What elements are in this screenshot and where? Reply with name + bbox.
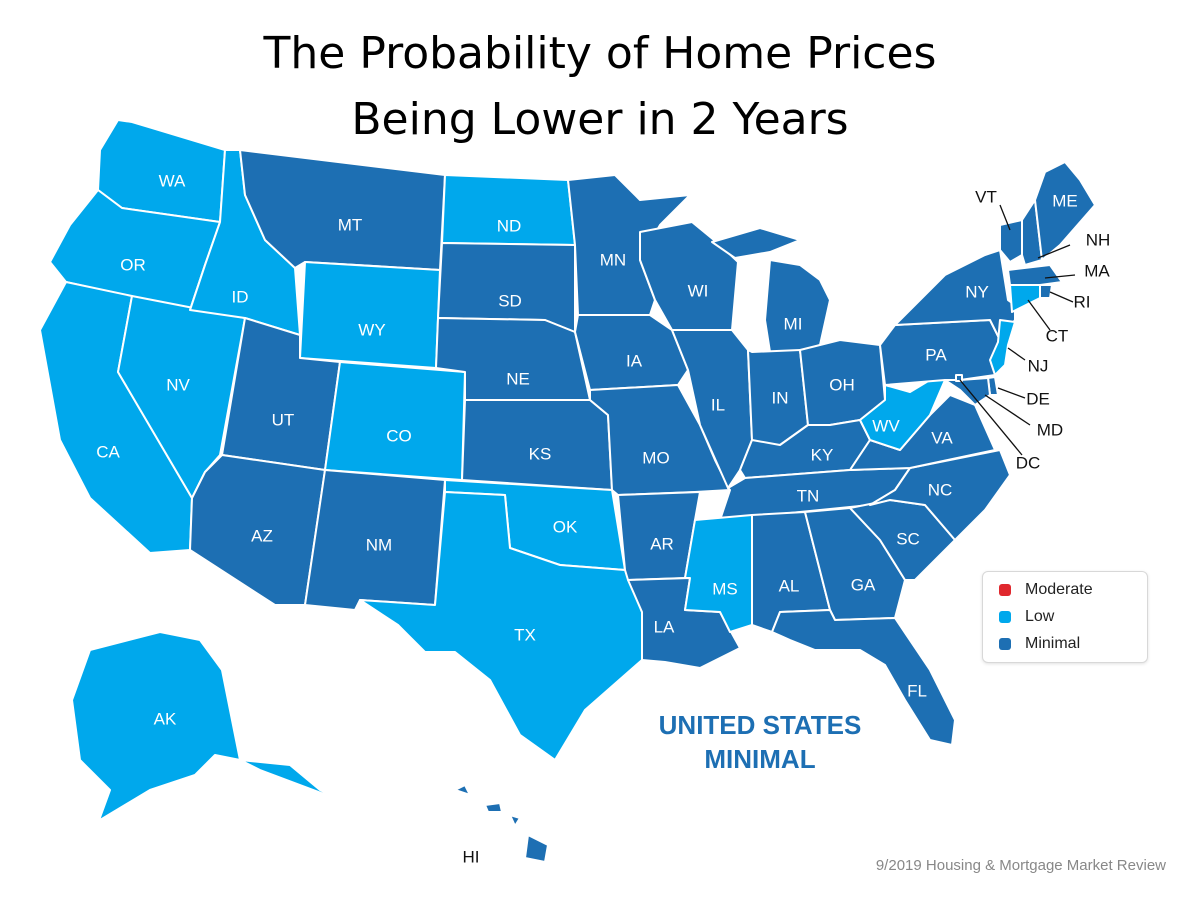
state-VT[interactable]	[999, 219, 1023, 263]
state-label-TX: TX	[514, 625, 536, 644]
state-label-NH: NH	[1086, 230, 1111, 249]
state-label-ME: ME	[1052, 191, 1078, 210]
state-label-IA: IA	[626, 351, 643, 370]
state-ME[interactable]	[1034, 161, 1096, 261]
state-label-AL: AL	[779, 576, 800, 595]
state-label-LA: LA	[654, 617, 675, 636]
state-label-WY: WY	[358, 320, 385, 339]
state-NJ[interactable]	[989, 319, 1016, 376]
us-summary-line-1: UNITED STATES	[658, 710, 862, 740]
state-label-NE: NE	[506, 369, 530, 388]
state-label-WA: WA	[159, 171, 186, 190]
legend-swatch-minimal	[999, 638, 1011, 650]
source-note: 9/2019 Housing & Mortgage Market Review	[875, 857, 1166, 874]
state-label-NV: NV	[166, 375, 190, 394]
legend-item-low: Low	[999, 606, 1054, 628]
state-label-CO: CO	[386, 426, 412, 445]
state-label-KY: KY	[811, 445, 834, 464]
state-label-PA: PA	[925, 345, 947, 364]
state-label-NJ: NJ	[1028, 356, 1049, 375]
state-label-MT: MT	[338, 215, 363, 234]
state-label-NY: NY	[965, 282, 989, 301]
legend-item-minimal: Minimal	[999, 633, 1080, 655]
state-label-HI: HI	[463, 847, 480, 866]
legend-item-moderate: Moderate	[999, 579, 1093, 601]
us-summary-line-2: MINIMAL	[704, 744, 816, 774]
state-label-AK: AK	[154, 709, 177, 728]
state-HI[interactable]	[454, 784, 549, 863]
state-label-KS: KS	[529, 444, 552, 463]
state-label-AZ: AZ	[251, 526, 273, 545]
state-label-OH: OH	[829, 375, 855, 394]
state-label-NM: NM	[366, 535, 392, 554]
state-label-SC: SC	[896, 529, 920, 548]
legend: Moderate Low Minimal	[982, 571, 1148, 663]
legend-label: Low	[1025, 608, 1055, 625]
state-WY[interactable]	[299, 261, 441, 369]
state-AK[interactable]	[71, 631, 341, 846]
state-label-MD: MD	[1037, 420, 1063, 439]
page-title-line-2: Being Lower in 2 Years	[351, 94, 849, 145]
state-label-MA: MA	[1084, 261, 1110, 280]
legend-swatch-low	[999, 611, 1011, 623]
state-NH[interactable]	[1021, 199, 1043, 266]
state-label-ND: ND	[497, 216, 522, 235]
state-label-AR: AR	[650, 534, 674, 553]
state-label-TN: TN	[797, 486, 820, 505]
state-label-DC: DC	[1016, 453, 1041, 472]
state-label-CA: CA	[96, 442, 120, 461]
state-label-GA: GA	[851, 575, 876, 594]
state-label-SD: SD	[498, 291, 522, 310]
state-TX[interactable]	[359, 491, 643, 761]
us-summary: UNITED STATES MINIMAL	[640, 708, 880, 776]
legend-label: Moderate	[1025, 581, 1093, 598]
legend-swatch-moderate	[999, 584, 1011, 596]
state-label-WI: WI	[688, 281, 709, 300]
state-label-MI: MI	[784, 314, 803, 333]
state-label-RI: RI	[1074, 292, 1091, 311]
state-label-OR: OR	[120, 255, 146, 274]
state-label-NC: NC	[928, 480, 953, 499]
state-label-IN: IN	[772, 388, 789, 407]
state-label-MS: MS	[712, 579, 738, 598]
state-label-CT: CT	[1046, 326, 1069, 345]
state-CT[interactable]	[1009, 284, 1041, 313]
state-label-VA: VA	[931, 428, 953, 447]
state-CO[interactable]	[324, 361, 466, 481]
state-label-OK: OK	[553, 517, 578, 536]
state-label-ID: ID	[232, 287, 249, 306]
state-label-UT: UT	[272, 410, 295, 429]
state-label-MN: MN	[600, 250, 626, 269]
state-MA[interactable]	[1007, 264, 1063, 286]
state-label-MO: MO	[642, 448, 669, 467]
state-FL[interactable]	[771, 609, 956, 746]
state-label-WV: WV	[872, 416, 900, 435]
legend-label: Minimal	[1025, 635, 1081, 652]
state-label-VT: VT	[975, 187, 997, 206]
page-title-line-1: The Probability of Home Prices	[263, 28, 937, 79]
state-label-FL: FL	[907, 681, 927, 700]
state-DC[interactable]	[955, 374, 963, 382]
state-label-IL: IL	[711, 395, 725, 414]
state-label-DE: DE	[1026, 389, 1050, 408]
state-IA[interactable]	[574, 314, 689, 391]
state-NY[interactable]	[894, 249, 1016, 341]
small-state-callouts	[959, 204, 1076, 456]
state-NC[interactable]	[869, 449, 1011, 541]
state-RI[interactable]	[1039, 284, 1053, 299]
